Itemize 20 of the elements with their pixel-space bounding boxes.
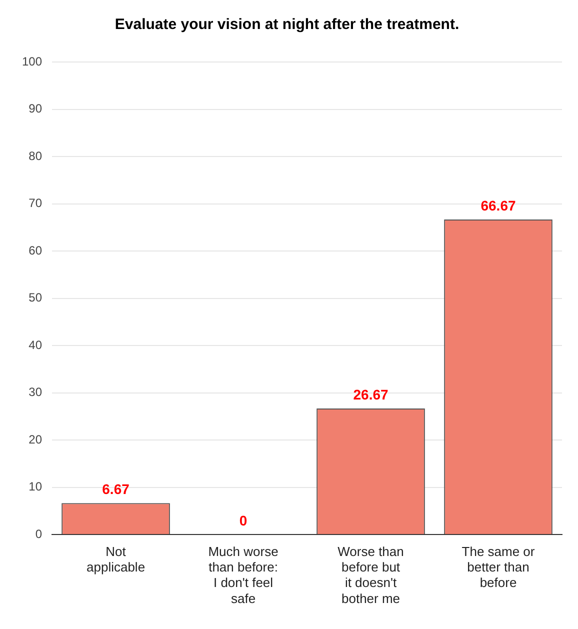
- data-label: 26.67: [353, 386, 388, 402]
- y-tick-label: 70: [28, 196, 42, 210]
- chart-title: Evaluate your vision at night after the treatment.: [114, 16, 460, 34]
- y-tick-label: 80: [28, 148, 42, 163]
- x-tick-label: Much worse than before: I don't feel safe: [208, 544, 278, 606]
- y-tick-label: 50: [28, 290, 42, 305]
- y-tick-label: 100: [22, 54, 42, 68]
- x-tick-label: Not applicable: [86, 544, 146, 575]
- y-tick-label: 10: [28, 480, 42, 494]
- x-tick-label: Worse than before but it doesn't bother me: [338, 544, 404, 606]
- y-tick-label: 40: [28, 338, 42, 352]
- y-tick-label: 30: [28, 385, 42, 400]
- y-tick-label: 90: [28, 102, 42, 116]
- y-tick-label: 0: [35, 526, 42, 541]
- y-tick-label: 60: [28, 243, 42, 258]
- data-label: 6.67: [102, 480, 130, 497]
- x-tick-label: The same or better than before: [462, 544, 536, 590]
- data-label: 66.67: [480, 197, 516, 214]
- y-tick-label: 20: [28, 432, 42, 446]
- data-label: 0: [239, 512, 248, 528]
